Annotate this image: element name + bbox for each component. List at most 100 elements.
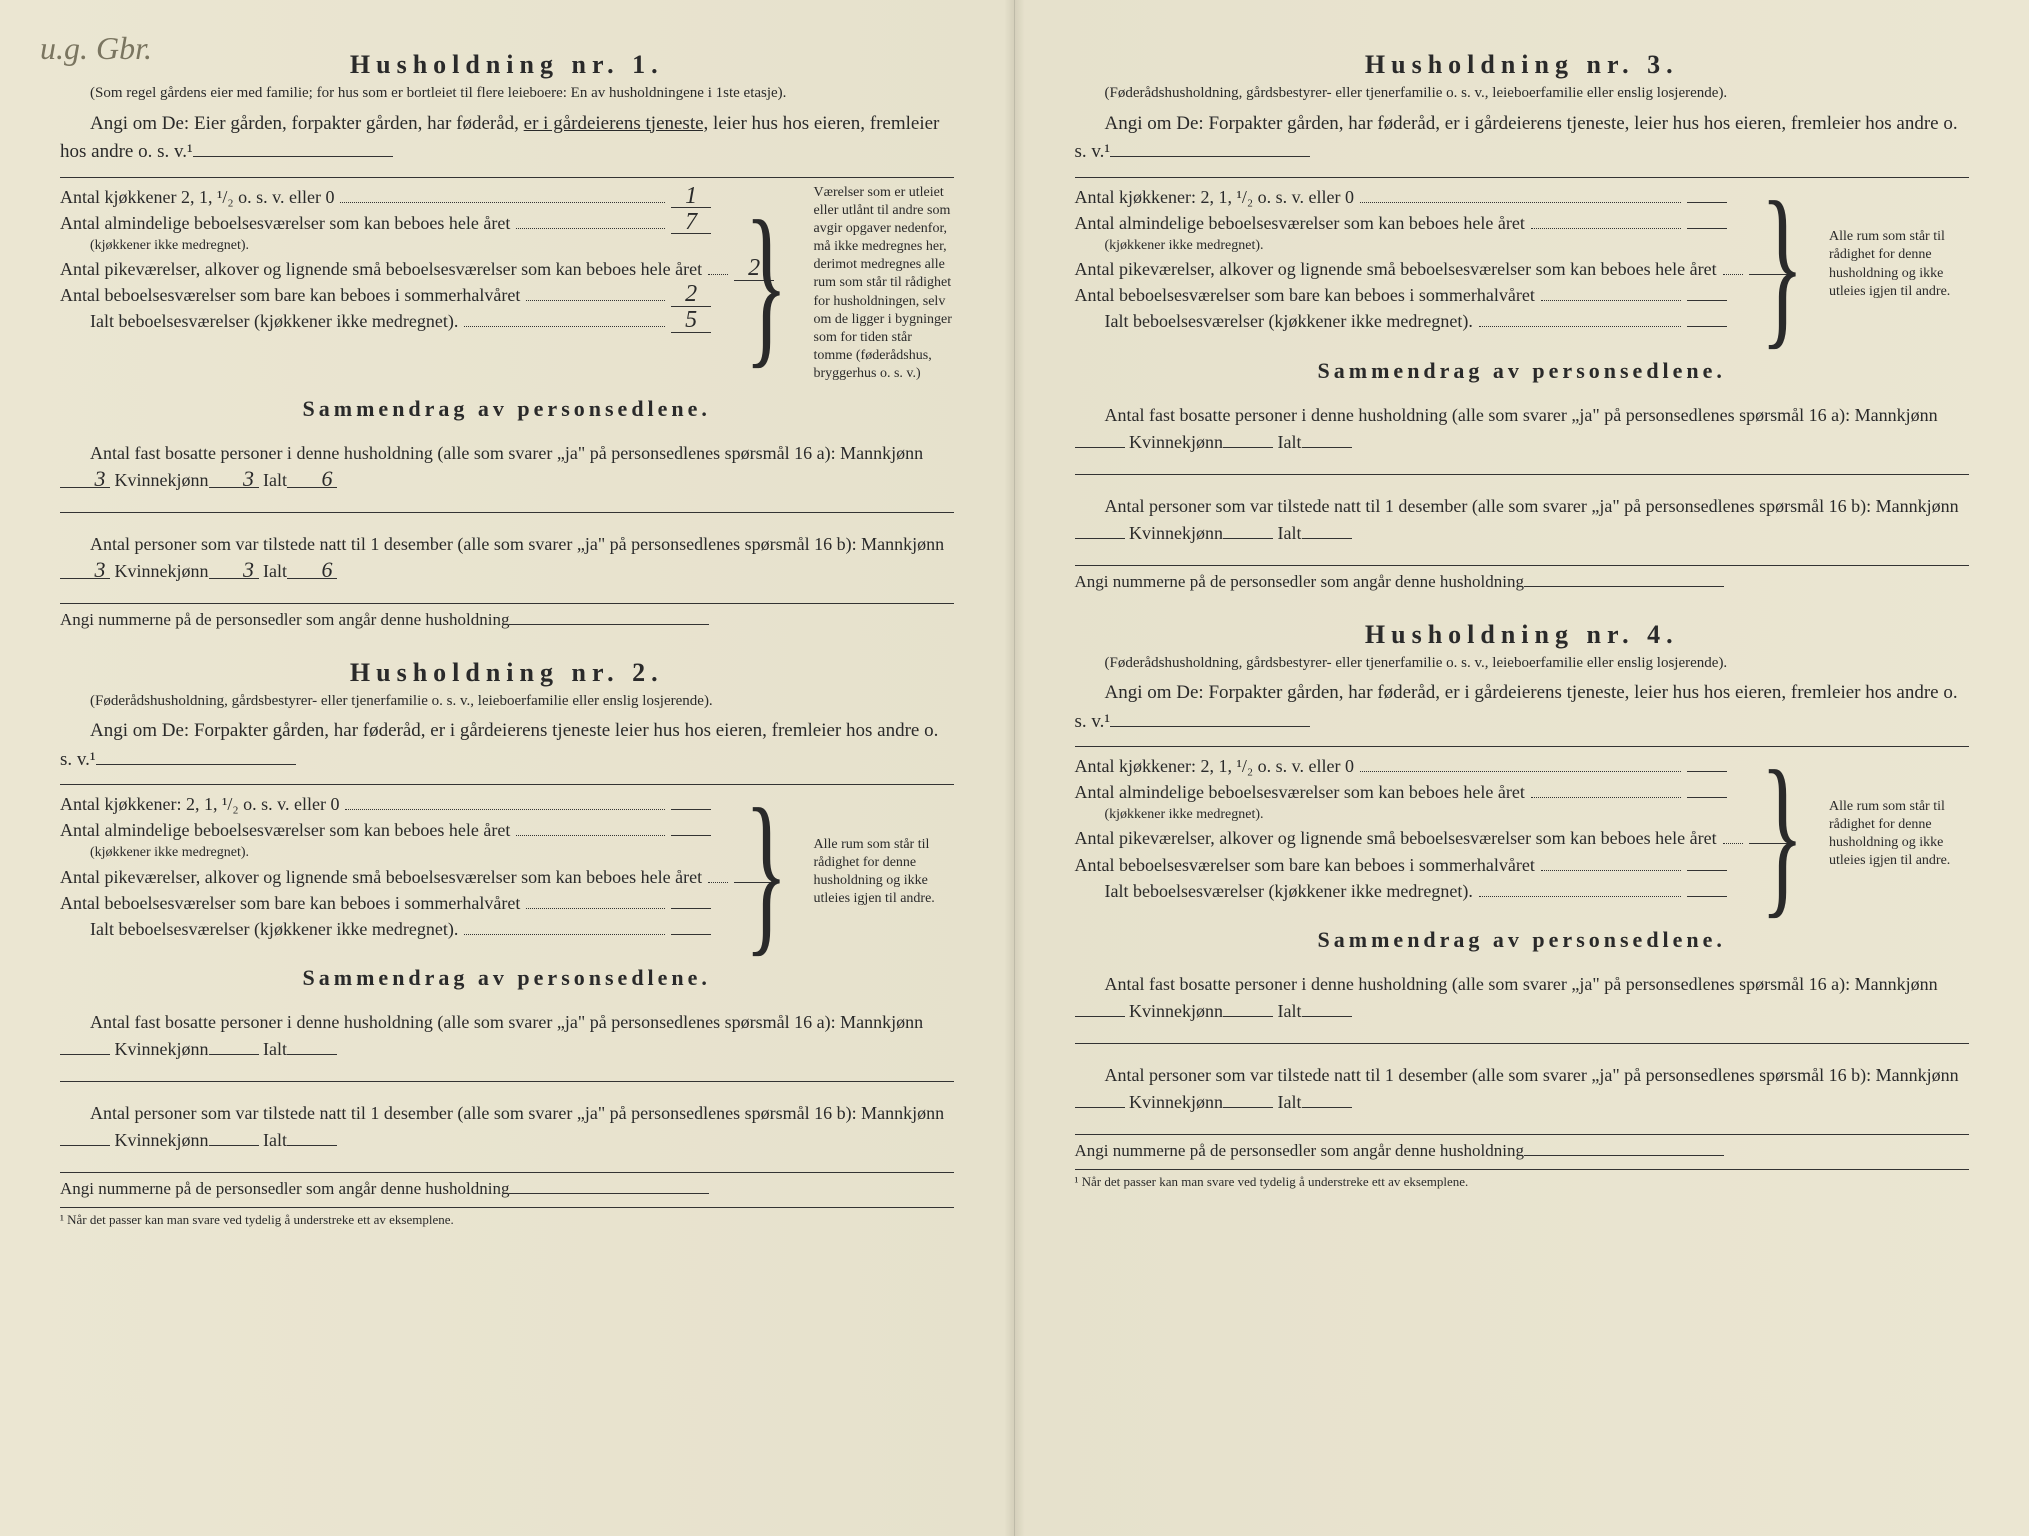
pike-label: Antal pikeværelser, alkover og lignende … (1075, 825, 1717, 851)
kk-a-value[interactable]: 3 (209, 470, 259, 489)
sommer-value[interactable] (1687, 300, 1727, 301)
pike-label: Antal pikeværelser, alkover og lignende … (60, 864, 702, 890)
nummerne-fill[interactable] (1524, 1155, 1724, 1156)
pike-label: Antal pikeværelser, alkover og lignende … (60, 256, 702, 282)
kjokkener-value[interactable]: 1 (671, 186, 711, 209)
page-right: Husholdning nr. 3. (Føderådshusholdning,… (1015, 0, 2029, 1536)
brace-icon: } (745, 791, 788, 953)
household-3: Husholdning nr. 3. (Føderådshusholdning,… (1075, 50, 1970, 592)
summary-title: Sammendrag av personsedlene. (1075, 358, 1970, 384)
summary-line-a: Antal fast bosatte personer i denne hush… (1075, 402, 1970, 456)
mk-a-value[interactable]: 3 (60, 470, 110, 489)
sommer-value[interactable] (1687, 870, 1727, 871)
ialt-a-value[interactable] (287, 1054, 337, 1055)
alm-label: Antal almindelige beboelsesværelser som … (60, 210, 510, 236)
household-4: Husholdning nr. 4. (Føderådshusholdning,… (1075, 620, 1970, 1191)
page-left: u.g. Gbr. Husholdning nr. 1. (Som regel … (0, 0, 1015, 1536)
household-2: Husholdning nr. 2. (Føderådshusholdning,… (60, 658, 954, 1229)
ialt-b-value[interactable]: 6 (287, 561, 337, 580)
summary-line-b: Antal personer som var tilstede natt til… (60, 1100, 954, 1154)
summary-line-b: Antal personer som var tilstede natt til… (1075, 493, 1970, 547)
kjokkener-label: Antal kjøkkener: 2, 1, ¹/₂ o. s. v. elle… (1075, 184, 1354, 210)
nummerne-fill[interactable] (509, 624, 709, 625)
ialt-rooms-value[interactable] (1687, 326, 1727, 327)
kjokkener-value[interactable] (671, 809, 711, 810)
kk-b-value[interactable]: 3 (209, 561, 259, 580)
kjokkener-value[interactable] (1687, 202, 1727, 203)
mk-a-value[interactable] (60, 1054, 110, 1055)
kjokkener-label: Antal kjøkkener: 2, 1, ¹/₂ o. s. v. elle… (1075, 753, 1354, 779)
summary-title: Sammendrag av personsedlene. (60, 396, 954, 422)
alm-label: Antal almindelige beboelsesværelser som … (1075, 779, 1525, 805)
kk-b-value[interactable] (1223, 538, 1273, 539)
rooms-block: Antal kjøkkener: 2, 1, ¹/₂ o. s. v. elle… (1075, 184, 1970, 346)
ialt-b-value[interactable] (1302, 1107, 1352, 1108)
kjokkener-value[interactable] (1687, 771, 1727, 772)
angi-line: Angi om De: Forpakter gården, har føderå… (1075, 110, 1970, 167)
sommer-value[interactable] (671, 908, 711, 909)
sommer-label: Antal beboelsesværelser som bare kan beb… (1075, 852, 1535, 878)
ialt-rooms-label: Ialt beboelsesværelser (kjøkkener ikke m… (1105, 878, 1473, 904)
ialt-a-value[interactable]: 6 (287, 470, 337, 489)
alm-value[interactable] (671, 835, 711, 836)
household-title: Husholdning nr. 1. (60, 50, 954, 80)
alm-value[interactable] (1687, 228, 1727, 229)
household-title: Husholdning nr. 3. (1075, 50, 1970, 80)
rule (60, 1172, 954, 1173)
footnote: ¹ Når det passer kan man svare ved tydel… (1075, 1169, 1970, 1190)
angi-nummerne: Angi nummerne på de personsedler som ang… (60, 610, 954, 630)
ialt-b-value[interactable] (1302, 538, 1352, 539)
sommer-label: Antal beboelsesværelser som bare kan beb… (60, 282, 520, 308)
kk-a-value[interactable] (1223, 1016, 1273, 1017)
ialt-rooms-value[interactable] (1687, 896, 1727, 897)
ialt-rooms-value[interactable]: 5 (671, 310, 711, 333)
alm-note: (kjøkkener ikke medregnet). (60, 843, 711, 863)
household-title: Husholdning nr. 4. (1075, 620, 1970, 650)
brace-icon: } (745, 203, 788, 365)
angi-nummerne: Angi nummerne på de personsedler som ang… (60, 1179, 954, 1199)
rule (1075, 746, 1970, 747)
brace-note: Alle rum som står til rådighet for denne… (1829, 228, 1969, 301)
rooms-block: Antal kjøkkener: 2, 1, ¹/₂ o. s. v. elle… (60, 791, 954, 953)
rule (1075, 1043, 1970, 1044)
mk-a-value[interactable] (1075, 1016, 1125, 1017)
brace-icon: } (1760, 753, 1803, 915)
alm-value[interactable] (1687, 797, 1727, 798)
mk-b-value[interactable] (60, 1145, 110, 1146)
kk-a-value[interactable] (209, 1054, 259, 1055)
ialt-b-value[interactable] (287, 1145, 337, 1146)
ialt-a-value[interactable] (1302, 447, 1352, 448)
ialt-a-value[interactable] (1302, 1016, 1352, 1017)
angi-fill[interactable] (1110, 156, 1310, 157)
household-subnote: (Føderådshusholdning, gårdsbestyrer- ell… (1075, 654, 1970, 674)
rule (1075, 474, 1970, 475)
rule (60, 603, 954, 604)
angi-line: Angi om De: Forpakter gården, har føderå… (1075, 679, 1970, 736)
sommer-value[interactable]: 2 (671, 284, 711, 307)
nummerne-fill[interactable] (509, 1193, 709, 1194)
mk-b-value[interactable]: 3 (60, 561, 110, 580)
rule (60, 784, 954, 785)
ialt-rooms-value[interactable] (671, 934, 711, 935)
kjokkener-label: Antal kjøkkener 2, 1, ¹/₂ o. s. v. eller… (60, 184, 334, 210)
ialt-rooms-label: Ialt beboelsesværelser (kjøkkener ikke m… (90, 916, 458, 942)
rule (60, 177, 954, 178)
mk-b-value[interactable] (1075, 1107, 1125, 1108)
angi-fill[interactable] (96, 764, 296, 765)
mk-a-value[interactable] (1075, 447, 1125, 448)
kk-a-value[interactable] (1223, 447, 1273, 448)
brace-note: Alle rum som står til rådighet for denne… (814, 836, 954, 909)
nummerne-fill[interactable] (1524, 586, 1724, 587)
summary-line-a: Antal fast bosatte personer i denne hush… (60, 440, 954, 494)
angi-fill[interactable] (1110, 726, 1310, 727)
handwritten-annotation: u.g. Gbr. (40, 30, 152, 67)
summary-line-a: Antal fast bosatte personer i denne hush… (1075, 971, 1970, 1025)
mk-b-value[interactable] (1075, 538, 1125, 539)
alm-value[interactable]: 7 (671, 212, 711, 235)
kk-b-value[interactable] (209, 1145, 259, 1146)
summary-line-b: Antal personer som var tilstede natt til… (60, 531, 954, 585)
kk-b-value[interactable] (1223, 1107, 1273, 1108)
household-subnote: (Føderådshusholdning, gårdsbestyrer- ell… (60, 692, 954, 712)
angi-fill[interactable] (193, 156, 393, 157)
angi-line: Angi om De: Eier gården, forpakter gårde… (60, 110, 954, 167)
